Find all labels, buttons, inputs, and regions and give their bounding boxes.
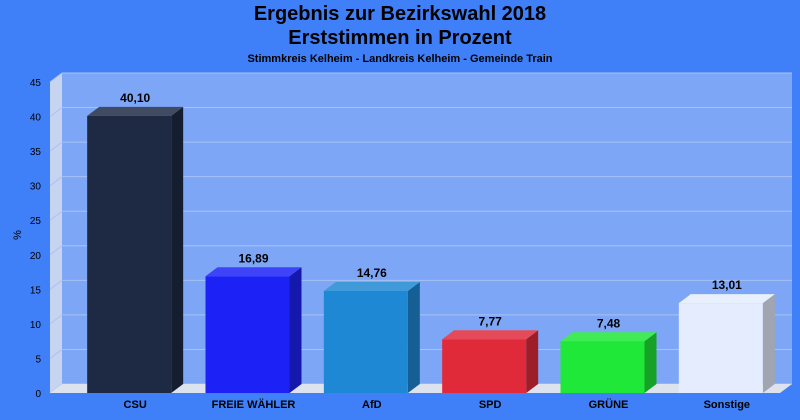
bar-front (560, 341, 645, 393)
y-tick-label: 0 (35, 389, 41, 400)
bar-value-label: 16,89 (238, 251, 268, 265)
grid-line-side (49, 176, 63, 187)
bar-side (171, 106, 184, 393)
bar-front (87, 115, 172, 393)
bar-value-label: 7,77 (478, 314, 502, 328)
y-tick-label: 30 (30, 182, 42, 193)
bar-top (678, 294, 775, 304)
x-tick-label: SPD (479, 399, 502, 411)
bar (323, 281, 420, 393)
bar (560, 332, 657, 393)
chart-title-2: Erststimmen in Prozent (288, 27, 512, 49)
grid-line-side (49, 72, 63, 83)
bar-value-label: 13,01 (712, 278, 742, 292)
x-tick-label: AfD (362, 399, 382, 411)
bar-top (560, 332, 657, 342)
y-axis-label: % (12, 230, 24, 240)
bar-front (678, 303, 763, 393)
grid-line-side (49, 107, 63, 117)
grid-line-side (49, 349, 63, 359)
bar-top (442, 330, 539, 340)
y-tick-label: 5 (35, 354, 41, 365)
plot-area (62, 73, 792, 384)
bar-side (289, 267, 302, 393)
bar-value-label: 7,48 (597, 316, 621, 330)
x-tick-label: Sonstige (704, 399, 750, 411)
y-tick-label: 25 (30, 216, 42, 227)
bar-front (323, 290, 408, 393)
chart-title: Ergebnis zur Bezirkswahl 2018 (253, 3, 547, 25)
x-tick-label: GRÜNE (589, 398, 629, 411)
chart-subtitle: Stimmkreis Kelheim - Landkreis Kelheim -… (247, 53, 553, 65)
grid-line-side (49, 279, 63, 290)
y-tick-label: 15 (30, 285, 42, 296)
bar-side (407, 281, 420, 393)
x-tick-label: FREIE WÄHLER (212, 398, 296, 411)
bar-side (644, 332, 657, 393)
bar (442, 330, 539, 393)
plot-side-wall (50, 73, 62, 393)
y-tick-label: 40 (30, 113, 42, 124)
bar-front (442, 339, 527, 393)
y-tick-label: 10 (30, 320, 42, 331)
grid-line-side (49, 245, 63, 256)
x-tick-label: CSU (124, 399, 147, 411)
y-tick-label: 20 (30, 251, 42, 262)
bar-front (205, 276, 290, 393)
bar-value-label: 14,76 (357, 266, 387, 280)
bar (205, 267, 302, 393)
y-tick-label: 35 (30, 147, 42, 158)
bar-top (323, 281, 420, 291)
bar-top (205, 267, 302, 277)
bar-top (87, 106, 184, 116)
bar-side (526, 330, 539, 393)
bar (678, 294, 775, 393)
grid-line-side (49, 141, 63, 152)
bar-side (762, 294, 775, 393)
grid-line-side (49, 314, 63, 325)
grid-line-side (49, 210, 63, 221)
y-tick-label: 45 (30, 78, 42, 89)
bar (87, 106, 184, 393)
bar-value-label: 40,10 (120, 91, 150, 105)
